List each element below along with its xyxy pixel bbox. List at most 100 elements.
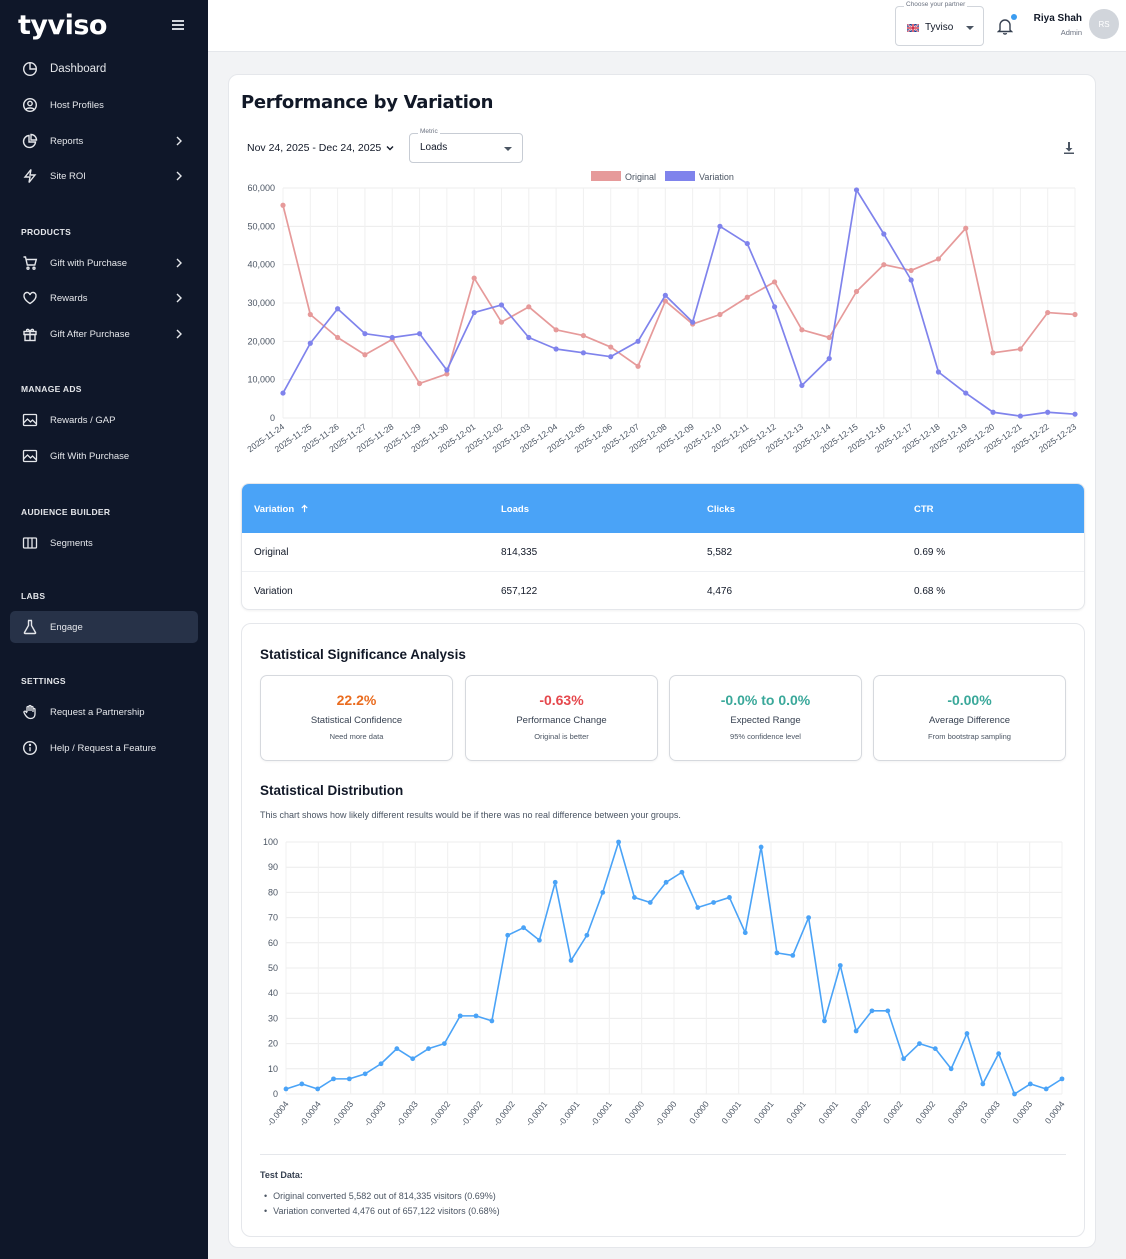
variation-table: Variation Loads Clicks CTR Original 814,… bbox=[241, 483, 1085, 610]
menu-toggle-icon[interactable] bbox=[172, 20, 184, 30]
legend-label: Original bbox=[625, 172, 656, 182]
column-header-variation[interactable]: Variation bbox=[254, 504, 309, 515]
data-point bbox=[568, 958, 574, 963]
stat-value: -0.0% to 0.0% bbox=[720, 692, 811, 708]
data-point bbox=[331, 1076, 336, 1082]
stat-value: 22.2% bbox=[336, 692, 377, 708]
data-point bbox=[799, 327, 805, 333]
bell-icon[interactable] bbox=[997, 17, 1013, 35]
sidebar-item-gift-after-purchase[interactable]: Gift After Purchase bbox=[10, 319, 198, 349]
y-tick-label: 30,000 bbox=[247, 298, 275, 308]
user-name: Riya Shah bbox=[1033, 13, 1082, 24]
data-point bbox=[473, 1013, 479, 1019]
uk-flag-icon bbox=[907, 24, 919, 32]
x-tick-label: 0.0003 bbox=[1010, 1099, 1034, 1126]
sidebar-item-rewards[interactable]: Rewards bbox=[10, 283, 198, 313]
column-header-loads[interactable]: Loads bbox=[501, 504, 529, 515]
metric-select[interactable]: Metric Loads bbox=[409, 128, 523, 163]
data-point bbox=[444, 367, 450, 373]
data-point bbox=[389, 334, 395, 341]
sidebar-item-label: Segments bbox=[50, 537, 93, 549]
distribution-title: Statistical Distribution bbox=[260, 783, 404, 798]
x-tick-label: 0.0000 bbox=[622, 1099, 646, 1126]
x-tick-label: -0.0004 bbox=[265, 1099, 291, 1128]
sidebar-item-gift-with-purchase[interactable]: Gift with Purchase bbox=[10, 248, 198, 278]
sidebar-item-segments[interactable]: Segments bbox=[10, 528, 198, 558]
data-point bbox=[853, 1028, 859, 1034]
distribution-line-chart: 0 10 20 30 40 50 60 70 80 90 100 -0.0004 -0.0004 -0.0… bbox=[263, 837, 1067, 1128]
data-point bbox=[521, 925, 526, 931]
y-tick-label: 60 bbox=[268, 938, 278, 948]
data-point bbox=[608, 344, 614, 350]
data-point bbox=[885, 1008, 891, 1014]
cell-clicks: 4,476 bbox=[707, 586, 733, 597]
image-icon bbox=[20, 410, 40, 430]
data-point bbox=[758, 844, 764, 850]
sidebar-item-engage[interactable]: Engage bbox=[10, 611, 198, 643]
sidebar-item-request-partnership[interactable]: Request a Partnership bbox=[10, 697, 198, 727]
data-point bbox=[426, 1046, 431, 1052]
sidebar-item-reports[interactable]: Reports bbox=[10, 126, 198, 156]
sidebar-item-help[interactable]: Help / Request a Feature bbox=[10, 733, 198, 763]
data-point bbox=[471, 309, 477, 316]
data-point bbox=[307, 340, 313, 346]
date-range-picker[interactable]: Nov 24, 2025 - Dec 24, 2025 bbox=[247, 142, 395, 154]
sidebar-item-label: Help / Request a Feature bbox=[50, 742, 157, 754]
user-role: Admin bbox=[1060, 28, 1082, 37]
chevron-right-icon bbox=[176, 293, 182, 303]
date-range-label: Nov 24, 2025 - Dec 24, 2025 bbox=[247, 142, 382, 154]
data-point bbox=[990, 350, 996, 356]
y-tick-label: 0 bbox=[273, 1089, 278, 1099]
sidebar-item-dashboard[interactable]: Dashboard bbox=[10, 54, 198, 84]
sidebar-item-host-profiles[interactable]: Host Profiles bbox=[10, 90, 198, 120]
sidebar-item-rewards-gap[interactable]: Rewards / GAP bbox=[10, 405, 198, 435]
cell-variation: Variation bbox=[254, 586, 293, 597]
x-tick-label: 0.0004 bbox=[1043, 1099, 1067, 1126]
notification-dot bbox=[1011, 14, 1017, 20]
section-title-products: PRODUCTS bbox=[21, 227, 72, 237]
avatar[interactable]: RS bbox=[1089, 9, 1119, 39]
x-tick-label: -0.0003 bbox=[362, 1099, 388, 1128]
data-point bbox=[932, 1046, 938, 1052]
sidebar-item-site-roi[interactable]: Site ROI bbox=[10, 161, 198, 191]
x-tick-label: 0.0003 bbox=[946, 1099, 970, 1126]
stat-card-expected-range: -0.0% to 0.0% Expected Range 95% confide… bbox=[669, 675, 862, 761]
chevron-right-icon bbox=[176, 136, 182, 146]
stat-label: Average Difference bbox=[929, 715, 1010, 726]
partner-select-value: Tyviso bbox=[925, 22, 954, 33]
sidebar-item-gift-with-purchase-ads[interactable]: Gift With Purchase bbox=[10, 441, 198, 471]
x-tick-label: 0.0001 bbox=[784, 1099, 808, 1126]
partner-select[interactable]: Choose your partner Tyviso bbox=[895, 1, 984, 46]
lightning-icon bbox=[20, 166, 40, 186]
data-point bbox=[711, 900, 716, 905]
column-header-clicks[interactable]: Clicks bbox=[707, 504, 735, 515]
tyviso-logo[interactable]: tyviso bbox=[18, 10, 107, 41]
data-point bbox=[799, 382, 805, 389]
data-point bbox=[717, 223, 723, 229]
stat-value: -0.63% bbox=[539, 692, 584, 708]
y-tick-label: 90 bbox=[268, 862, 278, 872]
data-point bbox=[806, 915, 812, 920]
data-point bbox=[632, 895, 637, 900]
hand-icon bbox=[20, 702, 40, 722]
gift-icon bbox=[20, 324, 40, 344]
stat-card-average-difference: -0.00% Average Difference From bootstrap… bbox=[873, 675, 1066, 761]
y-tick-label: 10,000 bbox=[247, 375, 275, 385]
table-header: Variation Loads Clicks CTR bbox=[242, 484, 1084, 533]
data-point bbox=[489, 1018, 495, 1024]
metric-select-value: Loads bbox=[420, 142, 448, 153]
data-point bbox=[990, 409, 996, 415]
x-tick-label: 0.0002 bbox=[881, 1099, 905, 1126]
legend-label: Variation bbox=[699, 172, 734, 182]
data-point bbox=[410, 1056, 416, 1062]
cell-clicks: 5,582 bbox=[707, 547, 733, 558]
x-tick-label: 0.0002 bbox=[913, 1099, 937, 1126]
user-circle-icon bbox=[20, 95, 40, 115]
download-icon[interactable] bbox=[1062, 141, 1076, 155]
stat-label: Expected Range bbox=[730, 715, 801, 726]
column-header-ctr[interactable]: CTR bbox=[914, 504, 934, 515]
data-point bbox=[299, 1081, 305, 1087]
series-line bbox=[282, 205, 1076, 385]
data-point bbox=[662, 292, 668, 298]
stat-card-confidence: 22.2% Statistical Confidence Need more d… bbox=[260, 675, 453, 761]
